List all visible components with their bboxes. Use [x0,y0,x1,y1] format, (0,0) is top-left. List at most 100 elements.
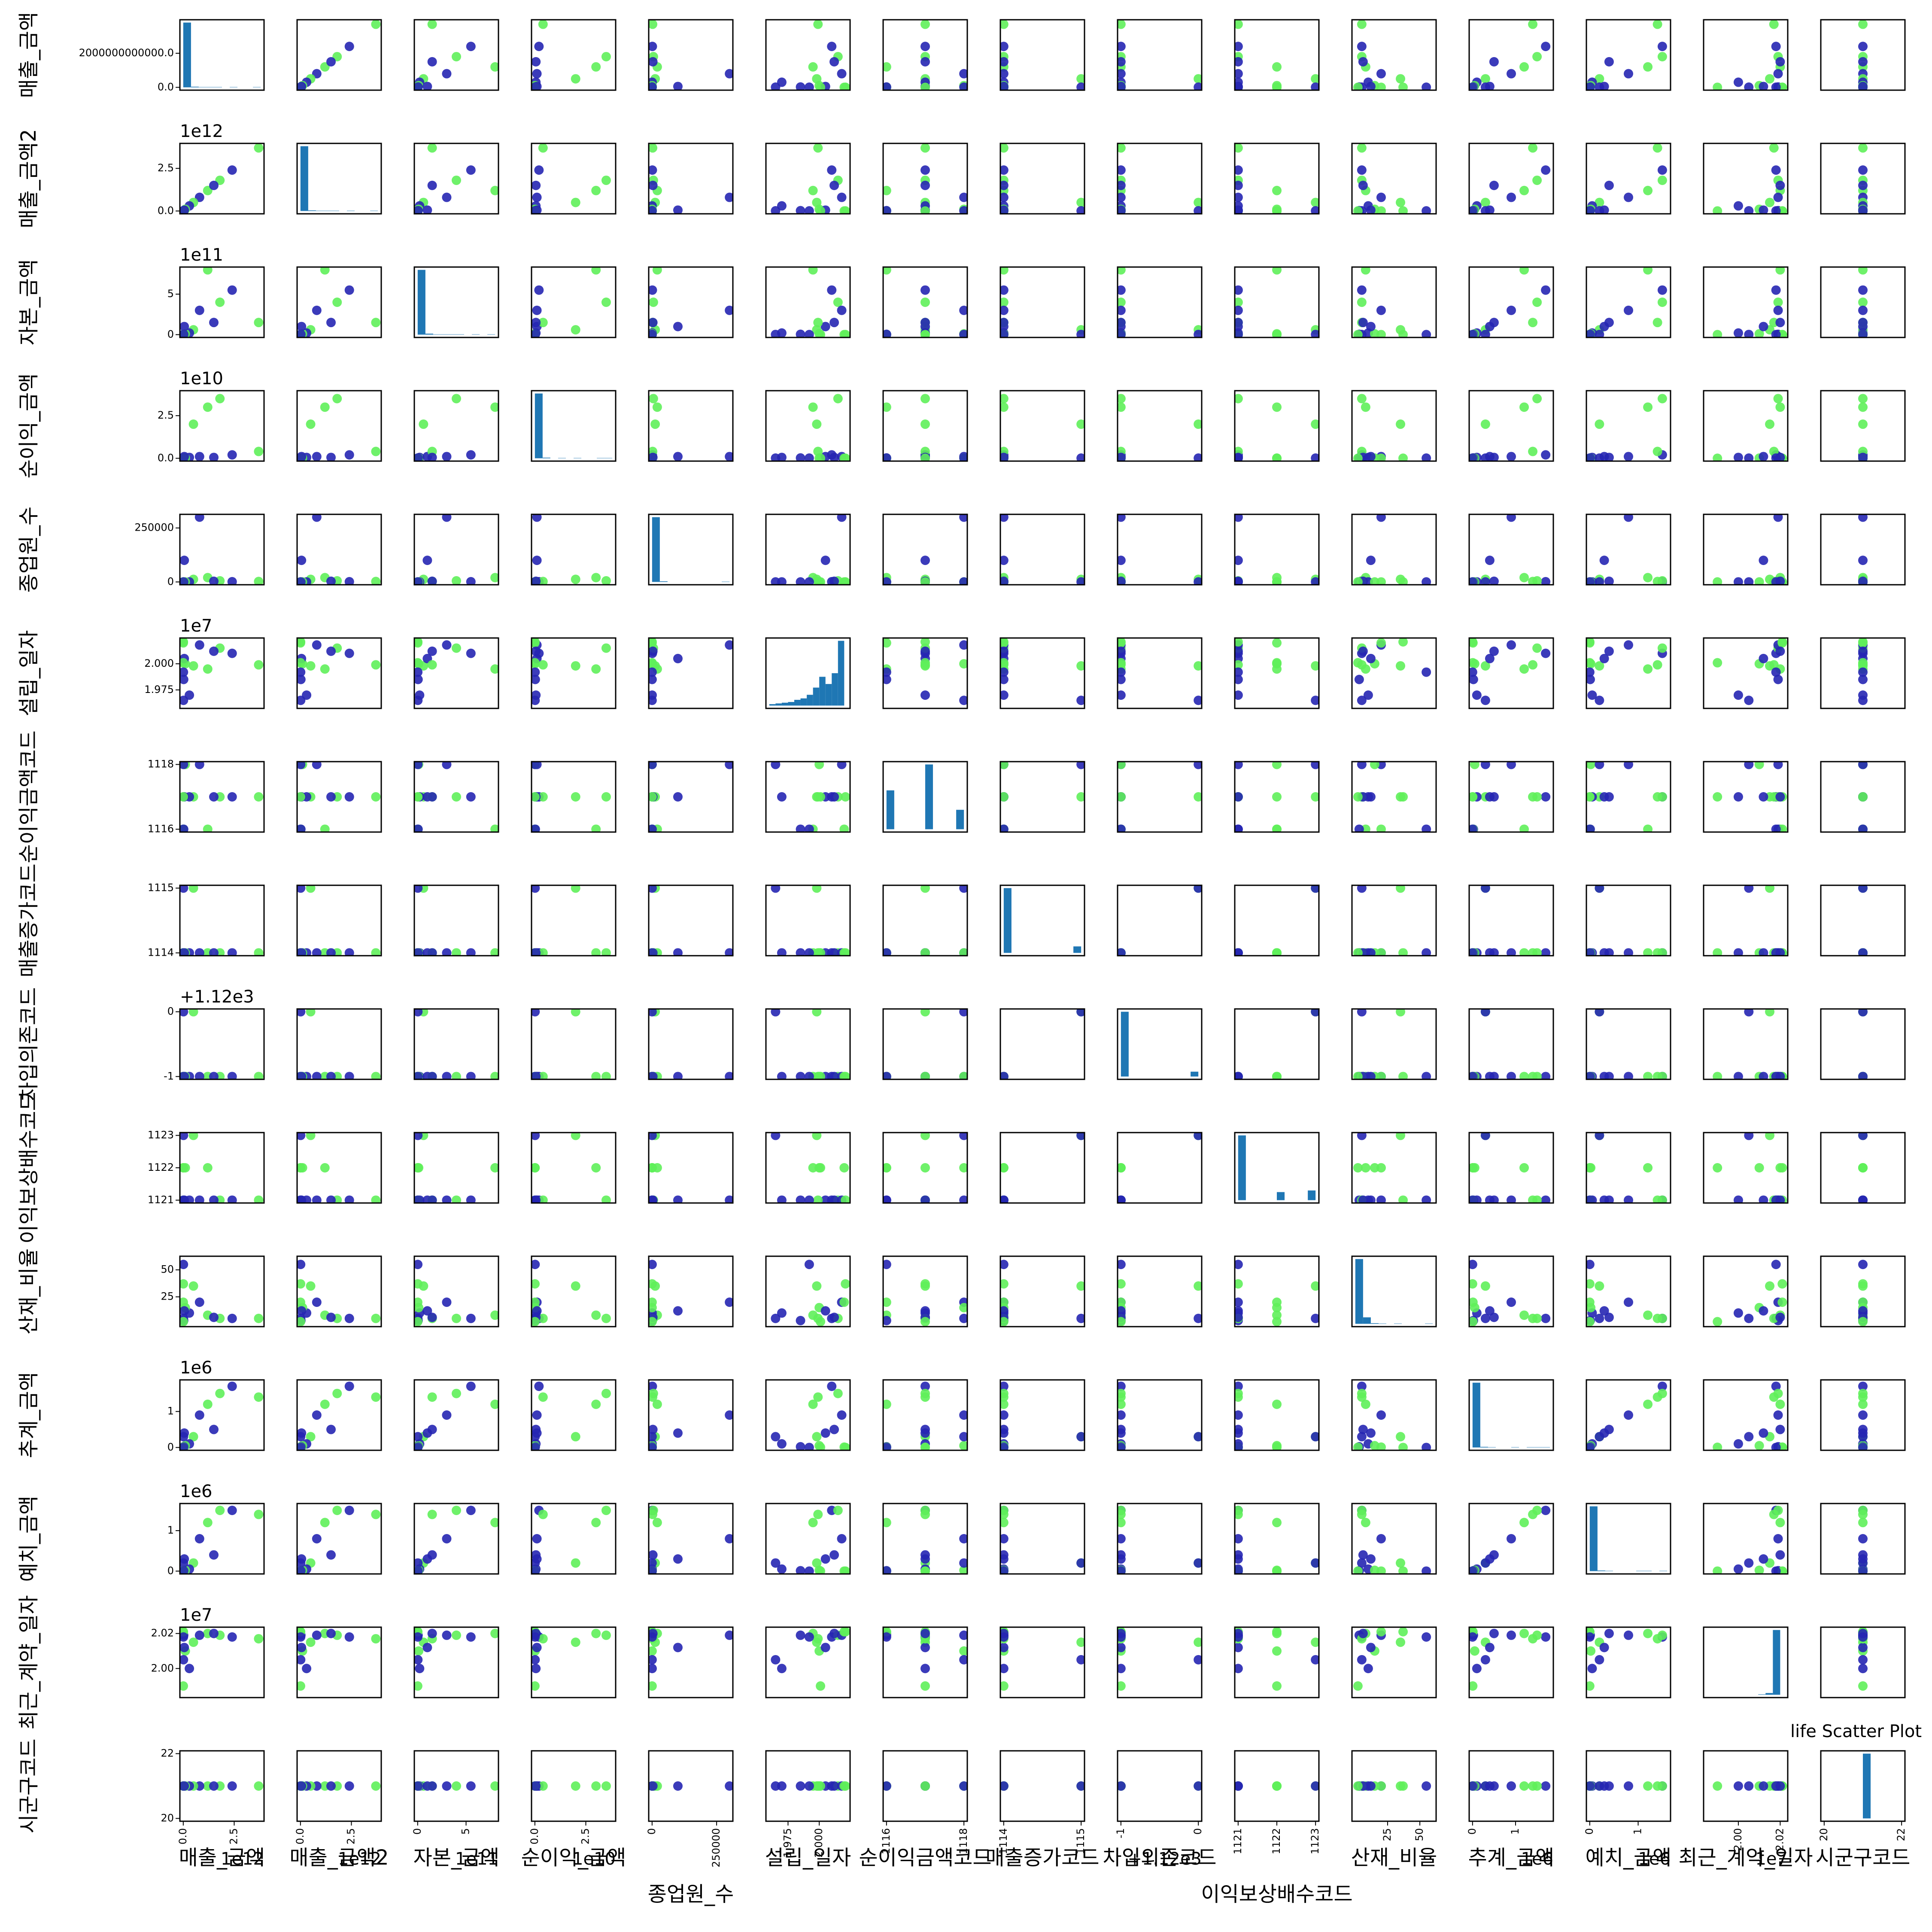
scatter-point [1775,57,1785,67]
panel [1586,19,1671,91]
scatter-point [1541,577,1551,585]
scatter-point [1657,298,1667,307]
scatter-point [1076,1781,1084,1791]
scatter-point [1118,42,1126,52]
scatter-point [180,453,188,461]
y-axis-label: 자본_금액 [17,259,41,346]
scatter-point [725,1072,733,1079]
panel-marks [883,885,967,956]
scatter-point [883,1399,891,1409]
scatter-point [1541,285,1551,295]
scatter-point [571,885,580,893]
hist-bar [440,334,449,335]
panel-frame [296,266,382,338]
scatter-point [1118,1195,1126,1203]
panel [1703,266,1789,338]
scatter-point [1076,1637,1084,1647]
scatter-point [725,305,733,315]
scatter-point [808,1518,818,1528]
panel-frame [1351,513,1437,586]
y-offset-label: 1e6 [180,1482,213,1501]
scatter-point [1376,82,1386,90]
panel-frame [1586,1626,1671,1698]
scatter-point [185,1664,194,1674]
panel-frame [531,513,617,586]
x-tick-label: 50 [1413,1828,1425,1841]
panel-marks [1235,638,1319,705]
scatter-point [1519,62,1529,72]
scatter-point [1118,690,1126,700]
scatter-point [1000,1317,1009,1327]
scatter-point [959,69,967,79]
panel [413,513,499,586]
scatter-point [209,646,219,656]
scatter-point [1000,165,1009,175]
scatter-point [1759,653,1768,663]
scatter-point [920,1392,930,1402]
scatter-point [371,447,381,456]
scatter-point [1354,674,1364,684]
scatter-point [1771,824,1781,832]
scatter-point [1858,1399,1868,1409]
scatter-point [1858,792,1868,802]
scatter-point [1000,674,1009,684]
scatter-point [1000,143,1009,153]
scatter-point [771,1781,781,1791]
scatter-point [194,452,204,461]
panel-marks [297,638,381,705]
scatter-point [1272,1681,1282,1691]
scatter-point [1000,667,1009,677]
hist-bar [214,87,222,88]
scatter-point [808,185,818,195]
scatter-point [427,1510,437,1519]
scatter-point [673,322,683,331]
panel-frame [648,390,734,462]
panel [882,19,968,91]
panel [413,19,499,91]
panel-frame [765,761,851,833]
panel-frame [765,1626,851,1698]
scatter-point [490,185,498,195]
scatter-point [1773,69,1783,79]
scatter-point [532,57,541,67]
y-tick-label: 50 [161,1264,174,1276]
scatter-point [1586,1195,1595,1203]
scatter-point [466,1195,476,1203]
panel-frame [1234,1255,1320,1327]
panel-frame [882,884,968,957]
scatter-point [649,1425,658,1434]
scatter-point [1357,1133,1367,1140]
scatter-point [427,180,437,190]
scatter-point [1376,514,1386,522]
scatter-point [829,1072,839,1079]
scatter-point [532,1566,540,1574]
panel [179,1750,265,1822]
panel-marks [414,1260,498,1327]
scatter-point [1118,638,1126,648]
panel-frame [765,1008,851,1080]
scatter-point [883,62,891,72]
scatter-point [227,1195,237,1203]
scatter-point [297,674,306,684]
panel-frame [1468,1255,1554,1327]
scatter-point [1076,762,1084,769]
scatter-point [1358,318,1368,328]
scatter-point [414,1646,424,1656]
panel-marks [1863,1753,1871,1819]
panel-marks [1353,1009,1431,1079]
scatter-point [777,1564,787,1574]
panel [648,1503,734,1575]
scatter-point [254,1392,264,1402]
panel-frame [531,1750,617,1822]
scatter-point [1358,1550,1368,1560]
scatter-point [1361,1518,1370,1528]
panel-frame [765,1503,851,1575]
panel-marks [1000,638,1084,705]
scatter-point [1469,453,1477,461]
scatter-point [344,792,354,802]
scatter-point [1624,762,1633,769]
scatter-point [1858,885,1868,893]
scatter-point [1744,762,1754,769]
x-tick-label: 0.0 [294,1828,306,1844]
scatter-point [312,514,322,522]
